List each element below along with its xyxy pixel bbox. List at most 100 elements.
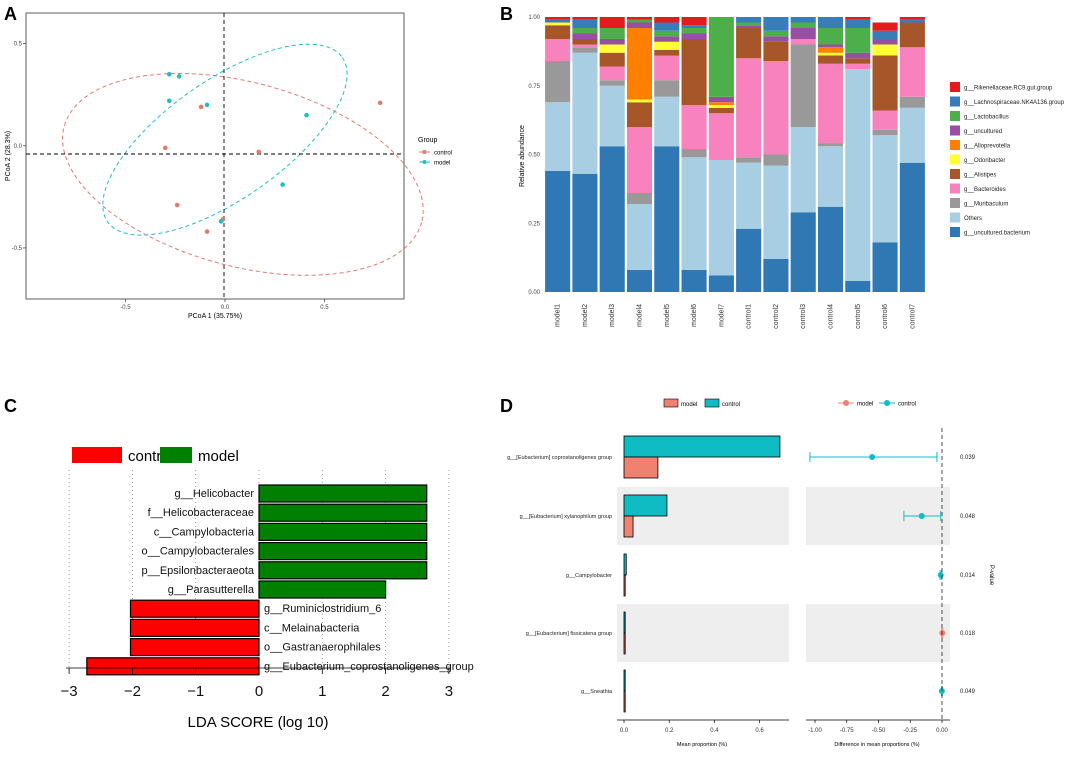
abundance-bar-segment xyxy=(545,22,571,26)
d-legend-control-label: control xyxy=(722,402,740,408)
abundance-bar-segment xyxy=(572,52,598,174)
lefse-bar xyxy=(258,580,387,599)
abundance-legend-label: g__uncultured xyxy=(964,129,1002,135)
abundance-bar-segment xyxy=(545,17,571,20)
pcoa-legend-model-label: model xyxy=(434,161,450,167)
abundance-bar-segment xyxy=(736,58,762,158)
abundance-bar-segment xyxy=(872,22,898,31)
pcoa-x-tick-label: -0.5 xyxy=(120,305,131,311)
abundance-x-tick-label: control4 xyxy=(828,304,835,329)
pcoa-y-tick-label: -0.5 xyxy=(12,246,23,252)
abundance-bar-segment xyxy=(654,36,680,42)
abundance-bar-segment xyxy=(545,39,571,61)
d-bar-x-tick-label: 0.2 xyxy=(665,728,674,734)
abundance-bar-segment xyxy=(626,28,653,100)
abundance-bar-segment xyxy=(763,61,789,155)
pcoa-scatter-plot: -0.5 0.0 0.5 -0.5 0.0 0.5 PCoA 1 (35.75%) PCo… xyxy=(5,12,452,320)
d-diff-legend-model-marker xyxy=(843,400,849,406)
lefse-bar-label: p__Epsilonbacteraeota xyxy=(141,565,254,577)
pcoa-legend-control-label: control xyxy=(434,151,452,157)
d-model-bar xyxy=(623,690,626,713)
abundance-bar-segment xyxy=(763,30,789,37)
abundance-x-tick-label: control1 xyxy=(746,304,753,329)
abundance-bar-segment xyxy=(654,41,680,50)
abundance-bar-segment xyxy=(599,17,625,28)
d-legend-model-label: model xyxy=(681,402,697,408)
lefse-x-tick-label: −2 xyxy=(124,683,141,700)
pcoa-x-tick-label: 0.0 xyxy=(221,305,230,311)
abundance-bar-segment xyxy=(845,52,871,59)
pcoa-point-control xyxy=(162,145,168,151)
d-row-shade xyxy=(617,604,789,662)
pcoa-x-tick-label: 0.5 xyxy=(320,305,329,311)
abundance-bar-segment xyxy=(763,154,789,166)
panel-label-d: D xyxy=(500,396,513,416)
lefse-x-axis-label: LDA SCORE (log 10) xyxy=(188,714,329,731)
abundance-bar-segment xyxy=(736,28,762,59)
abundance-x-tick-label: control3 xyxy=(800,304,807,329)
d-diff-x-tick-label: -0.50 xyxy=(872,728,886,734)
abundance-bar-segment xyxy=(708,96,734,103)
abundance-bar-segment xyxy=(681,270,707,292)
d-bar-x-tick-label: 0.0 xyxy=(620,728,629,734)
abundance-bar-segment xyxy=(872,242,898,292)
abundance-bar-segment xyxy=(736,157,762,163)
abundance-bar-segment xyxy=(899,19,925,23)
d-model-bar xyxy=(623,632,626,655)
abundance-bar-segment xyxy=(572,17,598,20)
abundance-bar-segment xyxy=(626,193,653,204)
abundance-bar-segment xyxy=(872,30,898,39)
lefse-x-tick-label: −1 xyxy=(187,683,204,700)
pcoa-legend-model-marker xyxy=(422,160,427,164)
abundance-bar-segment xyxy=(626,17,653,20)
abundance-x-tick-label: model2 xyxy=(582,304,589,327)
abundance-bar-segment xyxy=(599,39,625,45)
abundance-bar-segment xyxy=(681,17,707,26)
abundance-bar-segment xyxy=(654,55,680,81)
pcoa-x-axis-label: PCoA 1 (35.75%) xyxy=(188,313,242,320)
abundance-bar-segment xyxy=(654,17,680,23)
lefse-bar xyxy=(129,618,260,638)
d-diff-x-tick-label: -0.25 xyxy=(903,728,917,734)
d-diff-x-axis-label: Difference in mean proportions (%) xyxy=(834,742,919,748)
abundance-bar-segment xyxy=(599,85,625,147)
abundance-bar-segment xyxy=(572,173,598,292)
abundance-bar-segment xyxy=(708,17,734,97)
pcoa-point-model xyxy=(166,98,172,104)
d-bar-x-tick-label: 0.6 xyxy=(755,728,764,734)
lefse-bar-label: g__Helicobacter xyxy=(175,488,255,500)
abundance-legend-label: g__Muribaculum xyxy=(964,202,1008,208)
panel-label-a: A xyxy=(4,4,17,24)
abundance-legend-swatch xyxy=(950,212,960,223)
abundance-bar-segment xyxy=(626,22,653,28)
abundance-bar-segment xyxy=(654,30,680,37)
d-diff-x-tick-label: -0.75 xyxy=(840,728,854,734)
pcoa-legend-control-marker xyxy=(422,150,427,154)
abundance-bar-segment xyxy=(681,33,707,39)
abundance-legend-label: g__Lactobacillus xyxy=(964,115,1009,121)
lefse-bar-label: f__Helicobacteraceae xyxy=(148,507,254,519)
abundance-bar-segment xyxy=(708,107,734,114)
abundance-y-tick-label: 0.50 xyxy=(528,153,540,159)
lefse-bar xyxy=(258,503,428,522)
abundance-bar-segment xyxy=(763,165,789,259)
d-taxon-label: g__[Eubacterium] xylanophilum group xyxy=(520,514,612,520)
abundance-bar-segment xyxy=(817,63,844,144)
pcoa-point-model xyxy=(218,219,224,224)
abundance-bar-segment xyxy=(626,19,653,23)
pcoa-point-control xyxy=(204,229,210,234)
lefse-legend-model-swatch xyxy=(160,447,192,463)
abundance-bar-segment xyxy=(736,22,762,26)
pcoa-ellipse-model xyxy=(102,43,348,236)
abundance-legend: g__Rikenellaceae.RC9.gut.group g__Lachnos… xyxy=(950,82,1065,237)
abundance-bar-segment xyxy=(545,25,571,39)
abundance-y-tick-label: 0.00 xyxy=(528,290,540,296)
d-p-value: 0.048 xyxy=(960,514,976,520)
lefse-x-tick-label: 2 xyxy=(381,683,389,700)
d-legend-model-swatch xyxy=(663,398,679,408)
d-p-value: 0.049 xyxy=(960,689,976,695)
lefse-bar xyxy=(258,561,428,580)
pcoa-y-tick-label: 0.0 xyxy=(14,144,23,150)
abundance-legend-label: g__Alloprevotella xyxy=(964,144,1011,150)
abundance-x-tick-label: control6 xyxy=(882,304,889,329)
